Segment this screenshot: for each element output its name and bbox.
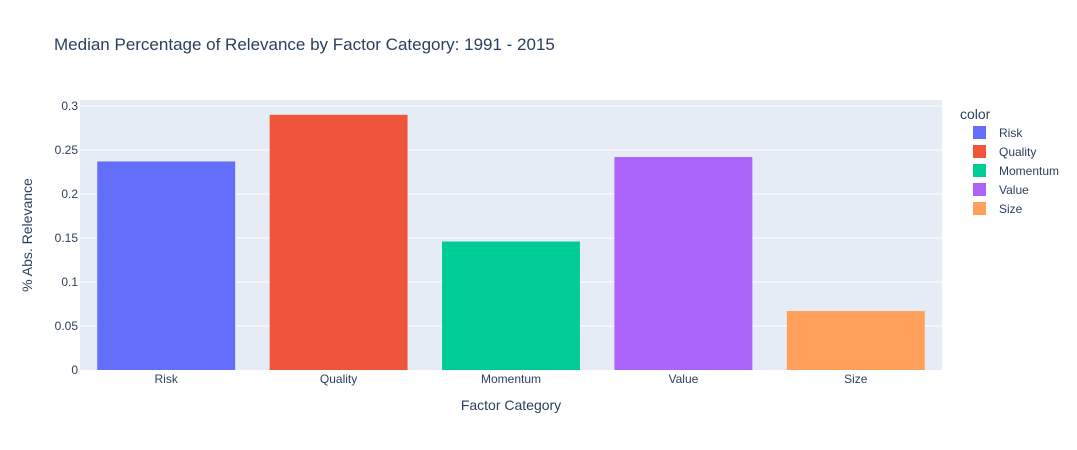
bars xyxy=(97,114,925,370)
y-tick-label: 0.25 xyxy=(55,143,79,157)
x-tick-label: Quality xyxy=(320,372,357,386)
x-tick-label: Size xyxy=(844,372,868,386)
x-tick-label: Momentum xyxy=(481,372,541,386)
y-tick-label: 0 xyxy=(71,363,78,377)
bar-risk[interactable] xyxy=(97,161,236,370)
bar-size[interactable] xyxy=(786,311,925,370)
legend-swatch[interactable] xyxy=(973,183,986,196)
y-tick-label: 0.2 xyxy=(61,187,78,201)
legend: color Risk Quality Momentum Value Size xyxy=(960,106,1059,216)
x-axis-ticks: Risk Quality Momentum Value Size xyxy=(155,372,868,386)
legend-swatch[interactable] xyxy=(973,126,986,139)
y-axis-ticks: 0 0.05 0.1 0.15 0.2 0.25 0.3 xyxy=(55,99,79,377)
legend-label[interactable]: Value xyxy=(999,183,1029,197)
y-tick-label: 0.1 xyxy=(61,275,78,289)
bar-quality[interactable] xyxy=(269,114,408,370)
x-tick-label: Risk xyxy=(155,372,179,386)
legend-label[interactable]: Momentum xyxy=(999,164,1059,178)
legend-label[interactable]: Size xyxy=(999,202,1023,216)
legend-swatch[interactable] xyxy=(973,202,986,215)
x-tick-label: Value xyxy=(668,372,698,386)
legend-swatch[interactable] xyxy=(973,145,986,158)
bar-value[interactable] xyxy=(614,157,753,370)
y-tick-label: 0.3 xyxy=(61,99,78,113)
bar-momentum[interactable] xyxy=(442,241,580,370)
legend-title: color xyxy=(960,106,991,122)
y-axis-title: % Abs. Relevance xyxy=(19,178,35,292)
legend-label[interactable]: Quality xyxy=(999,145,1036,159)
y-tick-label: 0.05 xyxy=(55,319,79,333)
y-tick-label: 0.15 xyxy=(55,231,79,245)
legend-swatch[interactable] xyxy=(973,164,986,177)
chart-title: Median Percentage of Relevance by Factor… xyxy=(54,35,555,54)
x-axis-title: Factor Category xyxy=(461,397,561,413)
legend-label[interactable]: Risk xyxy=(999,126,1023,140)
